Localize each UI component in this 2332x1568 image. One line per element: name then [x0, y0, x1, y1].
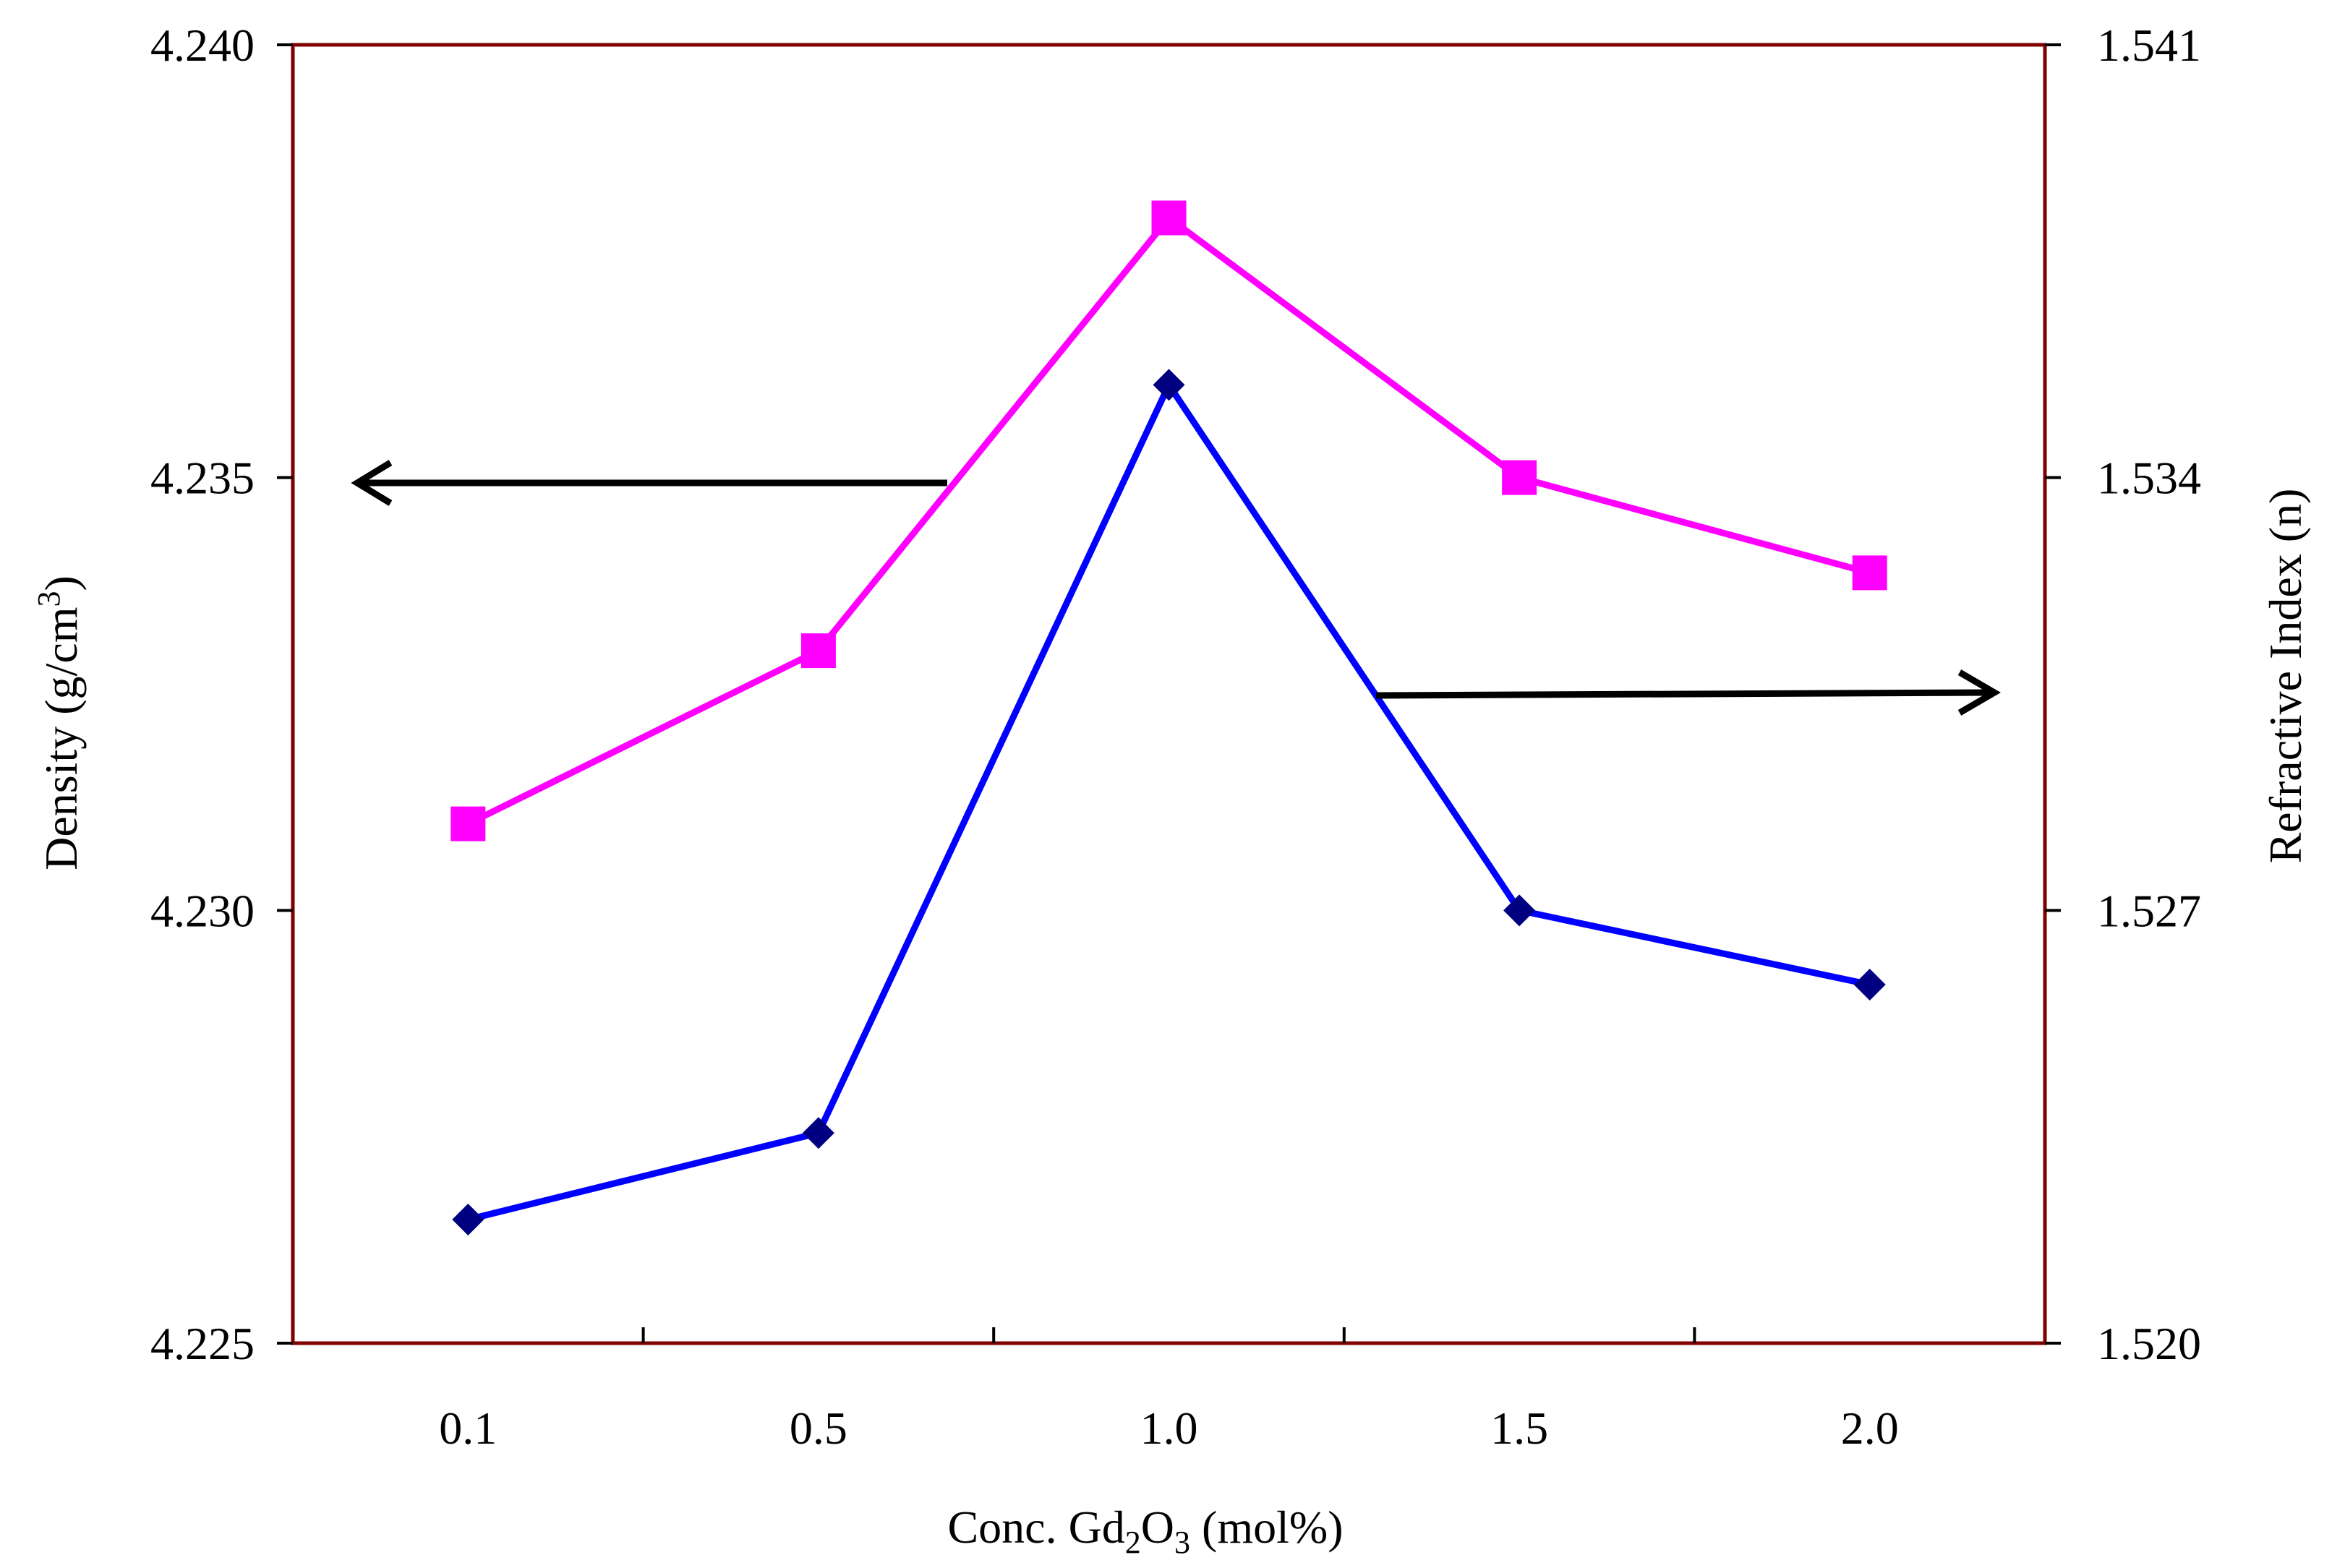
x-tick-label: 0.1	[439, 1402, 497, 1454]
data-point-diamond	[1153, 369, 1185, 401]
y-axis-right-title: Refractive Index (n)	[2260, 489, 2311, 864]
data-point-square	[1502, 460, 1537, 495]
y-left-tick-label: 4.230	[150, 885, 255, 936]
data-point-diamond	[1503, 894, 1536, 927]
data-point-square	[1151, 200, 1187, 236]
series-line-refractive-index	[467, 378, 1871, 1223]
y-left-tick-label: 4.225	[150, 1318, 255, 1369]
x-tick-label: 0.5	[790, 1402, 847, 1454]
arrow-right-head	[1957, 669, 2001, 716]
arrow-right-shaft	[1375, 689, 1989, 699]
y-left-tick-label: 4.240	[150, 20, 255, 71]
arrow-left-head	[351, 460, 393, 506]
y-right-tick-label: 1.534	[2097, 453, 2201, 504]
y-left-tick-label: 4.235	[150, 453, 255, 504]
data-point-diamond	[1853, 968, 1886, 1001]
y-right-tick-label: 1.527	[2097, 885, 2201, 936]
y-right-tick-label: 1.541	[2097, 20, 2201, 71]
x-tick-label: 2.0	[1841, 1402, 1899, 1454]
data-point-diamond	[802, 1117, 834, 1149]
x-axis-title: Conc. Gd2O3 (mol%)	[947, 1501, 1343, 1560]
data-point-square	[450, 806, 486, 841]
plot-frame	[291, 43, 2047, 1345]
x-tick-label: 1.5	[1490, 1402, 1548, 1454]
data-point-square	[800, 633, 836, 669]
y-right-tick-label: 1.520	[2097, 1318, 2201, 1369]
x-tick-label: 1.0	[1140, 1402, 1198, 1454]
series-line-density	[466, 213, 1871, 827]
y-axis-left-title: Density (g/cm3)	[31, 575, 87, 870]
data-point-diamond	[452, 1203, 484, 1235]
data-point-square	[1852, 555, 1887, 591]
